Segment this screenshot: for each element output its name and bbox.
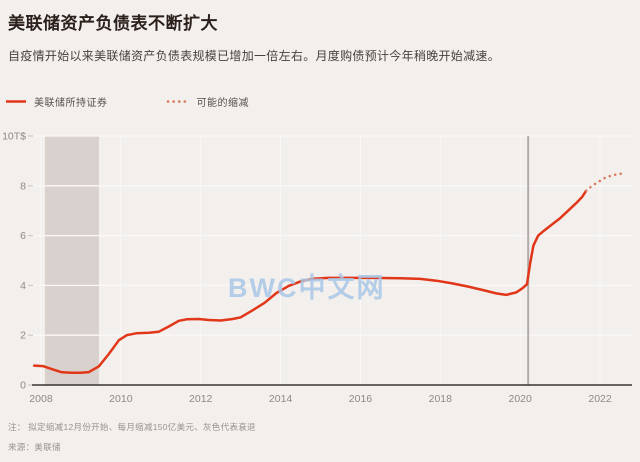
legend-item-held-securities: 美联储所持证券: [5, 94, 108, 109]
footnote: 注： 拟定缩减12月份开始、每月缩减150亿美元、灰色代表衰退: [8, 422, 256, 432]
y-tick-label: 10T$: [2, 131, 26, 143]
x-tick-label: 2008: [29, 393, 53, 405]
x-tick-label: 2014: [269, 393, 293, 405]
x-tick-label: 2022: [588, 393, 612, 405]
y-tick-label: 6: [20, 230, 26, 242]
y-tick-label: 8: [20, 180, 26, 192]
series-held-securities: [32, 189, 588, 375]
legend-label-possible-taper: 可能的缩减: [196, 98, 249, 109]
source-line: 来源：美联储: [8, 442, 61, 452]
chart-legend: 美联储所持证券 可能的缩减: [5, 94, 249, 109]
recession-band: [44, 136, 99, 385]
chart-subtitle: 自疫情开始以来美联储资产负债表规模已增加一倍左右。月度购债预计今年稍晚开始减速。: [8, 49, 501, 63]
x-tick-label: 2018: [429, 393, 453, 405]
y-tick-label: 0: [20, 380, 26, 392]
dotted-line-swatch-icon: [166, 100, 190, 103]
y-tick-label: 4: [20, 280, 26, 292]
x-tick-label: 2016: [349, 393, 373, 405]
solid-line-swatch-icon: [6, 100, 26, 103]
x-tick-label: 2010: [109, 393, 133, 405]
x-tick-label: 2012: [189, 393, 213, 405]
legend-item-possible-taper: 可能的缩减: [166, 94, 250, 109]
x-tick-label: 2020: [509, 393, 533, 405]
legend-label-held-securities: 美联储所持证券: [34, 98, 108, 109]
page-title: 美联储资产负债表不断扩大: [8, 14, 218, 33]
y-tick-label: 2: [20, 330, 26, 342]
series-possible-taper: [584, 172, 628, 193]
